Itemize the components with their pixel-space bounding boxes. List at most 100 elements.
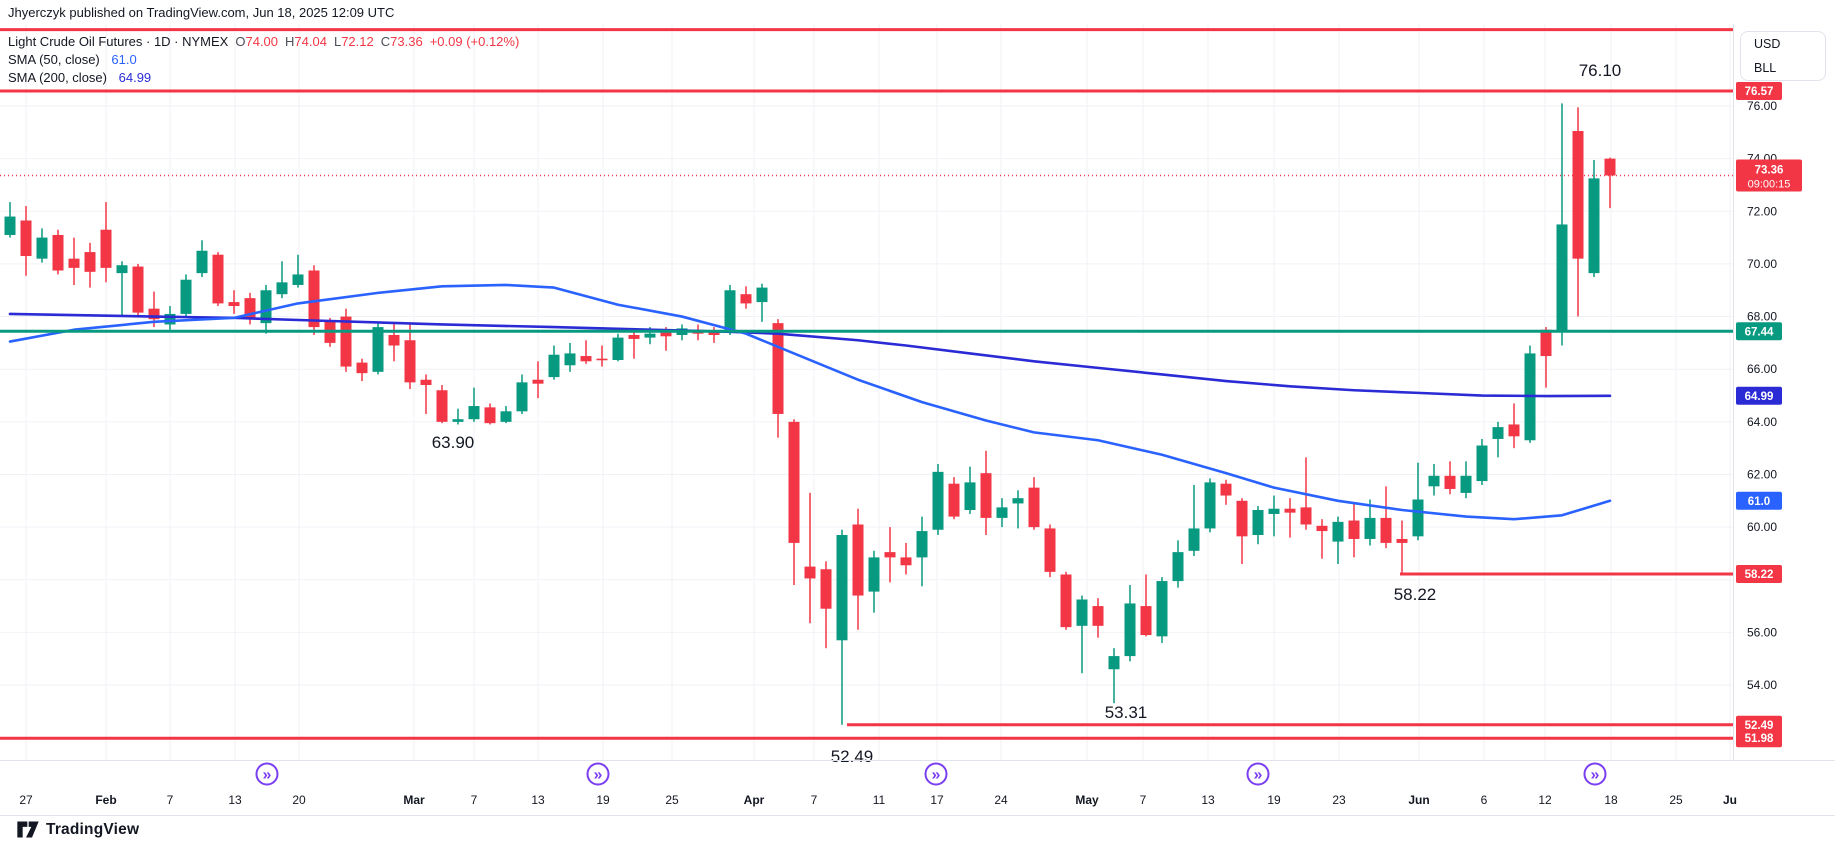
candle-apr-1[interactable] bbox=[740, 286, 752, 309]
x-tick-label[interactable]: 25 bbox=[665, 793, 679, 807]
candle-jun-12[interactable] bbox=[1540, 327, 1552, 388]
x-tick-label[interactable]: 13 bbox=[1201, 793, 1215, 807]
candle-jun-3[interactable] bbox=[1428, 463, 1440, 496]
candle-mar-6[interactable] bbox=[452, 408, 464, 425]
candle-jan-30[interactable] bbox=[68, 237, 80, 285]
price-scale[interactable]: 76.0074.0072.0070.0068.0066.0064.0062.00… bbox=[1733, 24, 1803, 760]
candle-feb-12[interactable] bbox=[212, 252, 224, 307]
candle-mar-11[interactable] bbox=[500, 406, 512, 424]
candle-apr-25[interactable] bbox=[1012, 490, 1024, 529]
candle-jun-9[interactable] bbox=[1492, 421, 1504, 458]
candle-apr-23[interactable] bbox=[980, 450, 992, 536]
candle-may-28[interactable] bbox=[1364, 499, 1376, 546]
candle-jun-18[interactable] bbox=[1604, 157, 1616, 209]
candle-jan-24[interactable] bbox=[4, 202, 16, 238]
x-tick-label[interactable]: Ju bbox=[1723, 793, 1737, 807]
currency-option-usd[interactable]: USD bbox=[1754, 37, 1781, 51]
candle-apr-7[interactable] bbox=[804, 492, 816, 624]
candle-may-22[interactable] bbox=[1316, 519, 1328, 559]
candle-jan-28[interactable] bbox=[36, 228, 48, 263]
sma200-legend-row[interactable]: SMA (200, close) 64.99 bbox=[8, 69, 519, 87]
candle-apr-9[interactable] bbox=[836, 529, 848, 725]
candle-may-19[interactable] bbox=[1268, 495, 1280, 537]
candle-jan-27[interactable] bbox=[20, 206, 32, 276]
candle-feb-13[interactable] bbox=[228, 290, 240, 314]
candle-jun-6[interactable] bbox=[1476, 438, 1488, 486]
candle-apr-14[interactable] bbox=[884, 527, 896, 583]
candles-layer[interactable] bbox=[4, 103, 1616, 725]
candle-may-30[interactable] bbox=[1396, 520, 1408, 574]
candle-apr-15[interactable] bbox=[900, 542, 912, 575]
candle-apr-21[interactable] bbox=[948, 477, 960, 520]
candle-mar-4[interactable] bbox=[420, 374, 432, 414]
candle-mar-31[interactable] bbox=[724, 284, 736, 335]
candle-jun-10[interactable] bbox=[1508, 403, 1520, 449]
candle-mar-28[interactable] bbox=[708, 327, 720, 343]
candle-may-14[interactable] bbox=[1220, 479, 1232, 505]
candle-feb-5[interactable] bbox=[132, 263, 144, 317]
candle-apr-24[interactable] bbox=[996, 498, 1008, 528]
candle-jun-5[interactable] bbox=[1460, 461, 1472, 499]
x-tick-label[interactable]: May bbox=[1075, 793, 1099, 807]
candle-mar-18[interactable] bbox=[580, 340, 592, 364]
candle-may-27[interactable] bbox=[1348, 502, 1360, 558]
candle-apr-30[interactable] bbox=[1060, 571, 1072, 630]
candle-feb-7[interactable] bbox=[164, 306, 176, 332]
candle-feb-10[interactable] bbox=[180, 274, 192, 317]
candle-jun-17[interactable] bbox=[1588, 159, 1600, 278]
candle-jun-2[interactable] bbox=[1412, 462, 1424, 541]
x-tick-label[interactable]: 24 bbox=[994, 793, 1008, 807]
x-tick-label[interactable]: Mar bbox=[403, 793, 425, 807]
candle-apr-2[interactable] bbox=[756, 283, 768, 322]
candle-mar-7[interactable] bbox=[468, 387, 480, 422]
candle-may-29[interactable] bbox=[1380, 486, 1392, 549]
candle-feb-28[interactable] bbox=[388, 323, 400, 362]
candle-may-16[interactable] bbox=[1252, 506, 1264, 545]
symbol-legend-row[interactable]: Light Crude Oil Futures · 1D · NYMEX O74.… bbox=[8, 33, 519, 51]
x-tick-label[interactable]: 25 bbox=[1669, 793, 1683, 807]
candle-mar-5[interactable] bbox=[436, 384, 448, 424]
x-tick-label[interactable]: 12 bbox=[1538, 793, 1552, 807]
candle-may-15[interactable] bbox=[1236, 498, 1248, 564]
x-tick-label[interactable]: Apr bbox=[744, 793, 765, 807]
contract-roll-icon[interactable]: » bbox=[1246, 762, 1270, 786]
candle-jun-11[interactable] bbox=[1524, 345, 1536, 443]
candle-jan-29[interactable] bbox=[52, 229, 64, 275]
x-tick-label[interactable]: 13 bbox=[531, 793, 545, 807]
x-tick-label[interactable]: 19 bbox=[1267, 793, 1281, 807]
candle-mar-13[interactable] bbox=[532, 361, 544, 399]
x-tick-label[interactable]: 17 bbox=[930, 793, 944, 807]
unit-option-bll[interactable]: BLL bbox=[1754, 61, 1777, 75]
contract-roll-icon[interactable]: » bbox=[586, 762, 610, 786]
x-tick-label[interactable]: 23 bbox=[1332, 793, 1346, 807]
candle-apr-22[interactable] bbox=[964, 466, 976, 514]
candle-may-23[interactable] bbox=[1332, 516, 1344, 564]
candle-may-2[interactable] bbox=[1092, 598, 1104, 638]
candle-may-13[interactable] bbox=[1204, 478, 1216, 533]
candle-may-5[interactable] bbox=[1108, 648, 1120, 704]
candle-may-20[interactable] bbox=[1284, 498, 1296, 538]
x-tick-label[interactable]: 6 bbox=[1481, 793, 1488, 807]
candle-mar-19[interactable] bbox=[596, 345, 608, 367]
candle-may-9[interactable] bbox=[1172, 540, 1184, 588]
candle-feb-26[interactable] bbox=[356, 358, 368, 382]
candle-feb-11[interactable] bbox=[196, 240, 208, 278]
candle-may-7[interactable] bbox=[1140, 574, 1152, 637]
sma50-legend-row[interactable]: SMA (50, close) 61.0 bbox=[8, 51, 519, 69]
candle-apr-16[interactable] bbox=[916, 516, 928, 587]
candle-jun-16[interactable] bbox=[1572, 107, 1584, 317]
candle-apr-8[interactable] bbox=[820, 561, 832, 649]
candle-mar-17[interactable] bbox=[564, 342, 576, 372]
candle-feb-4[interactable] bbox=[116, 261, 128, 317]
x-tick-label[interactable]: 20 bbox=[292, 793, 306, 807]
x-tick-label[interactable]: 18 bbox=[1604, 793, 1618, 807]
x-tick-label[interactable]: 7 bbox=[167, 793, 174, 807]
x-tick-label[interactable]: 7 bbox=[811, 793, 818, 807]
x-tick-label[interactable]: 13 bbox=[228, 793, 242, 807]
candle-mar-20[interactable] bbox=[612, 333, 624, 362]
candle-apr-10[interactable] bbox=[852, 508, 864, 630]
candle-apr-28[interactable] bbox=[1028, 477, 1040, 530]
candle-may-6[interactable] bbox=[1124, 585, 1136, 662]
contract-roll-icon[interactable]: » bbox=[924, 762, 948, 786]
candle-apr-4[interactable] bbox=[788, 419, 800, 586]
